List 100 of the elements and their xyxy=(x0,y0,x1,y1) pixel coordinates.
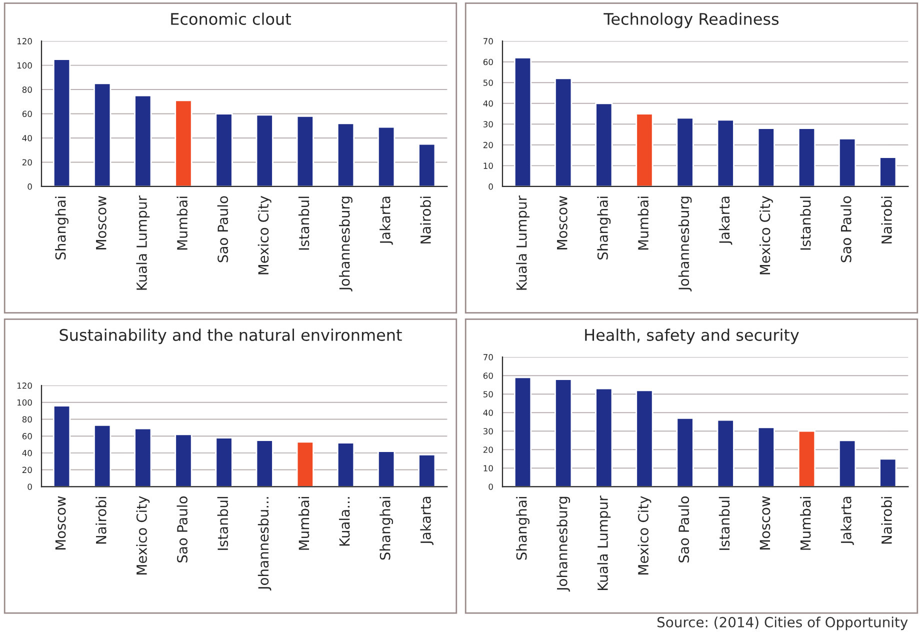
x-tick-label: Sao Paulo xyxy=(840,196,852,262)
y-tick-label: 60 xyxy=(22,433,32,440)
y-tick-label: 40 xyxy=(483,410,493,416)
x-tick-label: Mexico City xyxy=(136,496,150,574)
bar xyxy=(336,122,355,186)
x-tick-label: Shanghai xyxy=(380,496,394,560)
x-tick-label: Istanbul xyxy=(217,496,228,550)
chart-title: Technology Readiness xyxy=(604,12,779,28)
y-tick-label: 10 xyxy=(484,162,493,169)
y-tick-label: 50 xyxy=(484,391,493,398)
y-tick-label: 40 xyxy=(22,134,32,142)
bar xyxy=(378,126,396,186)
y-tick-label: 0 xyxy=(28,484,32,490)
y-tick-label: 100 xyxy=(17,62,32,69)
x-tick-label: Kuala Lumpur xyxy=(597,496,611,590)
y-tick-label: 20 xyxy=(22,159,32,166)
y-tick-label: 50 xyxy=(484,80,493,86)
bar xyxy=(256,114,274,186)
bar xyxy=(676,417,694,487)
bar xyxy=(336,442,355,487)
bar xyxy=(134,428,152,487)
y-tick-label: 80 xyxy=(22,416,32,423)
x-tick-label: Nairobi xyxy=(881,496,892,544)
x-tick-label: Mexico City xyxy=(258,196,272,274)
y-tick-label: 70 xyxy=(484,38,493,44)
y-tick-label: 30 xyxy=(483,121,493,128)
bar xyxy=(716,419,734,487)
x-tick-label: Kuala... xyxy=(339,497,350,546)
y-tick-label: 60 xyxy=(483,58,493,66)
bar xyxy=(838,440,856,487)
x-tick-label: Sao Paulo xyxy=(217,196,228,262)
x-tick-label: Sao Paulo xyxy=(176,496,188,562)
bar xyxy=(798,128,816,186)
y-tick-label: 0 xyxy=(28,183,32,190)
y-tick-label: 40 xyxy=(483,100,493,107)
x-tick-label: Mexico City xyxy=(638,496,652,574)
x-tick-label: Mumbai xyxy=(298,496,310,550)
y-tick-label: 80 xyxy=(22,86,32,93)
bar xyxy=(514,376,532,487)
bar xyxy=(879,156,897,186)
y-tick-label: 40 xyxy=(22,450,32,456)
x-tick-label: Johannesburg xyxy=(339,196,352,292)
chart-title: Sustainability and the natural environment xyxy=(60,328,402,344)
bar xyxy=(134,94,152,186)
bar xyxy=(174,434,192,487)
bar xyxy=(94,424,112,487)
bar xyxy=(879,458,897,487)
bar xyxy=(52,58,71,186)
bar xyxy=(514,57,532,186)
bar xyxy=(52,405,71,487)
x-tick-label: Moscow xyxy=(55,496,66,550)
bar xyxy=(757,128,775,186)
y-tick-label: 100 xyxy=(17,399,32,406)
x-tick-label: Moscow xyxy=(557,196,568,250)
x-tick-label: Jakarta xyxy=(420,496,434,545)
bar xyxy=(595,102,613,186)
x-tick-label: Jakarta xyxy=(718,196,732,245)
x-tick-label: Mumbai xyxy=(638,196,649,250)
y-tick-label: 120 xyxy=(17,382,32,389)
x-tick-label: Nairobi xyxy=(96,496,106,544)
x-tick-label: Jakarta xyxy=(840,496,854,545)
y-tick-label: 20 xyxy=(483,142,493,148)
bar xyxy=(215,113,233,186)
x-tick-label: Moscow xyxy=(760,496,770,550)
x-tick-label: Johannesburg xyxy=(556,496,570,592)
x-tick-label: Shanghai xyxy=(516,496,530,560)
x-tick-label: Johannesburg xyxy=(678,196,692,292)
bar xyxy=(838,138,856,186)
x-tick-label: Nairobi xyxy=(420,196,431,244)
x-tick-label: Moscow xyxy=(96,196,106,250)
y-tick-label: 10 xyxy=(484,465,493,472)
bar xyxy=(256,440,274,487)
x-tick-label: Istanbul xyxy=(718,496,730,550)
x-tick-label: Istanbul xyxy=(298,196,310,250)
x-tick-label: Nairobi xyxy=(881,196,892,244)
x-tick-label: Kuala Lumpur xyxy=(136,195,150,290)
bar xyxy=(296,441,314,487)
y-tick-label: 60 xyxy=(483,372,493,379)
x-tick-label: Kuala Lumpur xyxy=(516,195,530,290)
x-tick-label: Mexico City xyxy=(759,196,773,274)
bar xyxy=(554,378,572,487)
bar xyxy=(174,100,192,186)
x-tick-label: Shanghai xyxy=(597,196,611,260)
bar xyxy=(215,437,233,487)
y-tick-label: 30 xyxy=(483,428,493,434)
bar xyxy=(378,450,396,487)
bar xyxy=(636,390,654,487)
y-tick-label: 60 xyxy=(22,110,32,118)
x-tick-label: Mumbai xyxy=(800,496,811,550)
bar xyxy=(94,82,112,186)
chart-title: Economic clout xyxy=(171,12,292,26)
bar xyxy=(595,388,613,487)
x-tick-label: Istanbul xyxy=(800,196,811,250)
chart-title: Health, safety and security xyxy=(585,328,799,344)
y-tick-label: 0 xyxy=(488,183,493,190)
bar xyxy=(554,78,572,186)
bar xyxy=(757,426,775,487)
bar xyxy=(798,430,816,487)
x-tick-label: Jakarta xyxy=(380,196,393,245)
y-tick-label: 20 xyxy=(483,446,493,453)
